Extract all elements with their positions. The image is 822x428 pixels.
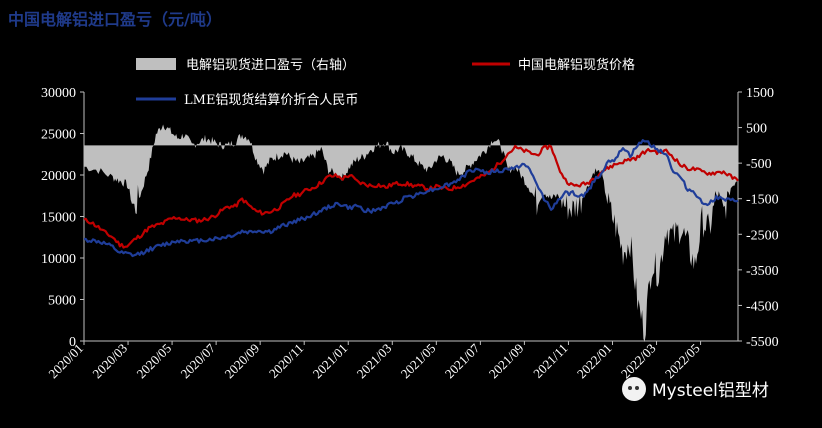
- x-tick-label: 2020/05: [133, 341, 174, 382]
- legend-swatch-profit: [136, 58, 176, 70]
- right-tick-label: -1500: [746, 193, 779, 208]
- right-tick-label: -4500: [746, 299, 779, 314]
- left-tick-label: 0: [69, 335, 76, 350]
- left-tick-label: 10000: [41, 252, 76, 267]
- x-tick-label: 2021/11: [530, 341, 570, 381]
- x-tick-label: 2020/03: [89, 341, 130, 382]
- left-tick-label: 5000: [48, 294, 76, 309]
- left-tick-label: 20000: [41, 169, 76, 184]
- right-tick-label: 500: [746, 122, 767, 137]
- right-axis: -5500 -4500 -3500 -2500 -1500 -500 500 1500: [738, 86, 779, 350]
- x-tick-label: 2021/09: [486, 341, 527, 382]
- watermark: Mysteel铝型材: [622, 376, 769, 401]
- series-line-lme-price: [84, 139, 739, 258]
- legend-label-china: 中国电解铝现货价格: [518, 57, 635, 73]
- right-tick-label: -2500: [746, 228, 779, 243]
- watermark-text: Mysteel铝型材: [652, 381, 769, 401]
- left-tick-label: 15000: [41, 211, 76, 226]
- left-tick-label: 30000: [41, 86, 76, 101]
- x-tick-label: 2020/11: [266, 341, 306, 381]
- series-area-import-profit: [84, 124, 738, 343]
- legend-label-profit: 电解铝现货进口盈亏（右轴）: [186, 57, 355, 73]
- x-axis: 2020/01 2020/03 2020/05 2020/07 2020/09 2020/…: [45, 340, 702, 381]
- left-tick-label: 25000: [41, 128, 76, 143]
- series-line-china-price: [83, 144, 739, 249]
- right-tick-label: -5500: [746, 335, 779, 350]
- x-tick-label: 2021/03: [354, 341, 395, 382]
- legend-label-lme: LME铝现货结算价折合人民币: [184, 92, 358, 108]
- x-tick-label: 2021/01: [310, 341, 351, 382]
- right-tick-label: -3500: [746, 264, 779, 279]
- chart-title: 中国电解铝进口盈亏（元/吨）: [8, 10, 222, 29]
- x-tick-label: 2021/05: [398, 341, 439, 382]
- x-tick-label: 2020/07: [177, 340, 218, 381]
- x-tick-label: 2022/01: [574, 341, 615, 382]
- right-tick-label: -500: [746, 157, 772, 172]
- legend: 电解铝现货进口盈亏（右轴） 中国电解铝现货价格 LME铝现货结算价折合人民币: [136, 57, 635, 108]
- left-axis: 0 5000 10000 15000 20000 25000 30000: [41, 86, 84, 350]
- right-tick-label: 1500: [746, 86, 774, 101]
- x-tick-label: 2021/07: [442, 340, 483, 381]
- wechat-icon: [622, 376, 646, 401]
- x-tick-label: 2020/09: [222, 341, 263, 382]
- x-tick-label: 2020/01: [45, 341, 86, 382]
- plot-area: [83, 92, 739, 343]
